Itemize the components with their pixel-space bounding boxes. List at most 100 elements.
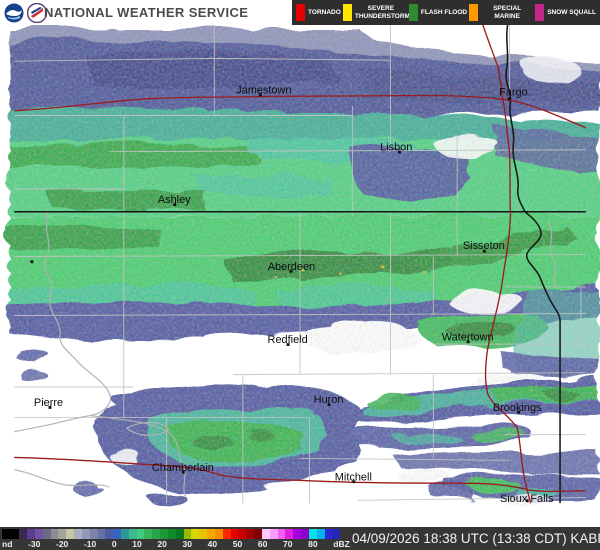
colorbar-tick: 40 — [207, 539, 218, 549]
colorbar-tick: 50 — [232, 539, 243, 549]
colorbar-segment — [277, 529, 286, 539]
colorbar-segment — [2, 529, 20, 539]
colorbar-segment — [136, 529, 145, 539]
reflectivity-scale: nd -30 -20 -10 0 10 20 30 40 50 60 70 80 dBZ — [0, 527, 352, 550]
colorbar-segment — [308, 529, 317, 539]
colorbar-segment — [42, 529, 51, 539]
colorbar-tick: 10 — [132, 539, 142, 549]
colorbar-segment — [19, 529, 28, 539]
county-boundaries — [14, 25, 586, 504]
colorbar-segment — [81, 529, 90, 539]
colorbar-segment — [301, 529, 309, 539]
colorbar-segment — [332, 529, 341, 539]
colorbar-segment — [66, 529, 75, 539]
reflectivity-colorbar — [2, 529, 341, 539]
city-label-chamberlain: Chamberlain — [152, 462, 214, 474]
colorbar-segment — [246, 529, 255, 539]
colorbar-segment — [89, 529, 98, 539]
warning-swatch — [342, 4, 352, 21]
reflectivity-tick-labels: nd -30 -20 -10 0 10 20 30 40 50 60 70 80 dBZ — [2, 539, 350, 549]
warning-swatch — [296, 4, 306, 21]
warning-legend: TORNADO SEVERE THUNDERSTORM FLASH FLOOD SPE… — [292, 0, 600, 25]
city-label-lisbon: Lisbon — [380, 142, 412, 154]
colorbar-tick: 0 — [111, 539, 117, 549]
warning-label: SEVERE THUNDERSTORM — [354, 5, 410, 20]
city-label-redfield: Redfield — [268, 334, 308, 346]
page-title: NATIONAL WEATHER SERVICE — [44, 5, 249, 20]
colorbar-segment — [120, 529, 129, 539]
colorbar-segment — [105, 529, 114, 539]
city-label-jamestown: Jamestown — [236, 85, 291, 97]
city-label-pierre: Pierre — [34, 397, 63, 409]
warning-swatch — [469, 4, 479, 21]
warning-legend-item: SPECIAL MARINE — [469, 4, 533, 21]
colorbar-segment — [285, 529, 294, 539]
colorbar-tick: 70 — [283, 539, 293, 549]
state-boundaries — [14, 25, 586, 504]
colorbar-segment — [152, 529, 161, 539]
colorbar-segment — [214, 529, 223, 539]
timestamp: 04/09/2026 18:38 UTC (13:38 CDT) KABR — [352, 531, 600, 546]
colorbar-segment — [160, 529, 168, 539]
colorbar-segment — [230, 529, 239, 539]
warning-legend-item: SEVERE THUNDERSTORM — [342, 4, 410, 21]
warning-label: SPECIAL MARINE — [493, 5, 522, 20]
noaa-logo-icon — [4, 3, 24, 22]
colorbar-segment — [128, 529, 137, 539]
colorbar-segment — [191, 529, 200, 539]
colorbar-tick: -20 — [56, 539, 69, 549]
colorbar-segment — [222, 529, 231, 539]
warning-label: TORNADO — [308, 8, 341, 16]
city-labels: Jamestown Fargo Lisbon Ashley Sisseton A… — [34, 85, 554, 506]
city-label-aberdeen: Aberdeen — [268, 261, 315, 273]
colorbar-segment — [316, 529, 325, 539]
city-label-watertown: Watertown — [442, 331, 494, 343]
colorbar-segment — [144, 529, 153, 539]
status-bar: nd -30 -20 -10 0 10 20 30 40 50 60 70 80 dBZ 04/09/20… — [0, 527, 600, 550]
warning-swatch — [535, 4, 545, 21]
city-label-brookings: Brookings — [493, 402, 542, 414]
colorbar-tick: 60 — [257, 539, 268, 549]
colorbar-segment — [254, 529, 262, 539]
river-lines — [14, 211, 558, 497]
warning-legend-item: FLASH FLOOD — [408, 4, 468, 21]
highway-lines — [14, 25, 587, 504]
colorbar-segment — [74, 529, 82, 539]
header-bar: NATIONAL WEATHER SERVICE TORNADO SEVERE T… — [0, 0, 600, 25]
agency-logos — [4, 2, 47, 23]
colorbar-segment — [175, 529, 184, 539]
colorbar-segment — [238, 529, 247, 539]
warning-swatch — [408, 4, 418, 21]
colorbar-segment — [207, 529, 215, 539]
colorbar-segment — [34, 529, 43, 539]
colorbar-tick: dBZ — [333, 539, 350, 549]
nws-logo-icon — [27, 2, 47, 23]
colorbar-tick: nd — [2, 539, 13, 549]
radar-map-canvas: Jamestown Fargo Lisbon Ashley Sisseton A… — [4, 25, 596, 527]
colorbar-segment — [269, 529, 278, 539]
colorbar-tick: 30 — [182, 539, 193, 549]
warning-label: FLASH FLOOD — [420, 8, 468, 16]
colorbar-tick: 20 — [157, 539, 167, 549]
warning-legend-item: TORNADO — [296, 4, 341, 21]
city-label-sisseton: Sisseton — [463, 240, 505, 252]
city-label-ashley: Ashley — [158, 194, 191, 206]
colorbar-segment — [167, 529, 176, 539]
radar-map: Jamestown Fargo Lisbon Ashley Sisseton A… — [0, 25, 600, 527]
colorbar-segment — [293, 529, 302, 539]
colorbar-segment — [58, 529, 67, 539]
colorbar-tick: 80 — [308, 539, 318, 549]
city-label-sioux-falls: Sioux Falls — [500, 493, 554, 505]
city-label-fargo: Fargo — [499, 86, 528, 98]
warning-label: SNOW SQUALL — [547, 8, 596, 16]
city-label-huron: Huron — [314, 394, 344, 406]
colorbar-tick: -30 — [28, 539, 41, 549]
colorbar-segment — [50, 529, 59, 539]
colorbar-segment — [97, 529, 106, 539]
colorbar-segment — [27, 529, 35, 539]
colorbar-segment — [199, 529, 208, 539]
colorbar-segment — [113, 529, 121, 539]
city-dots — [30, 93, 529, 503]
city-label-mitchell: Mitchell — [335, 471, 372, 483]
